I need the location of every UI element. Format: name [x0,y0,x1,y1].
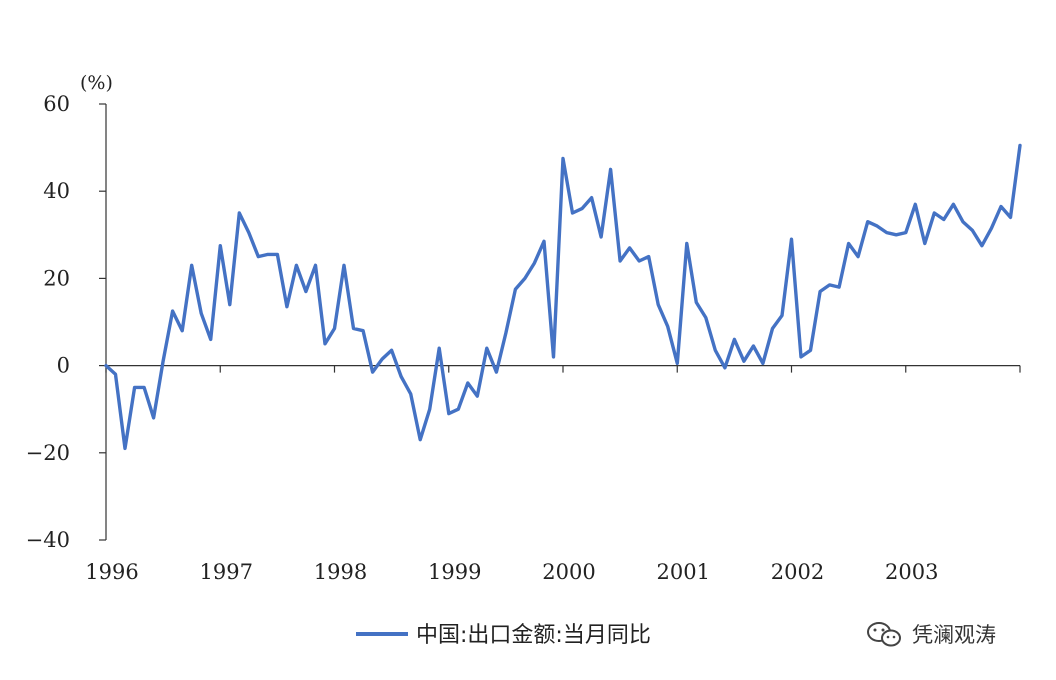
x-tick-label: 2000 [542,560,595,584]
series-line-0 [104,143,1022,451]
y-axis-ticks: 60 40 20 0 −20 −40 [26,92,106,552]
x-axis-ticks: 1996 1997 1998 1999 2000 2001 2002 2003 [85,365,1021,584]
y-tick-label: 60 [43,92,70,116]
y-tick-label: −40 [26,528,70,552]
watermark-text: 凭澜观涛 [912,623,996,647]
watermark: 凭澜观涛 [867,622,996,647]
y-tick-label: 0 [57,354,70,378]
x-tick-label: 2001 [657,560,710,584]
x-tick-label: 2003 [885,560,938,584]
legend: 中国:出口金额:当月同比 [356,623,651,648]
wechat-icon [867,622,901,647]
x-tick-label: 1997 [200,560,253,584]
y-tick-label: 40 [43,179,70,203]
x-tick-label: 1996 [85,560,138,584]
y-tick-label: −20 [26,441,70,465]
x-tick-label: 1999 [428,560,481,584]
x-tick-label: 2002 [771,560,824,584]
legend-label: 中国:出口金额:当月同比 [416,623,651,648]
x-tick-label: 1998 [314,560,367,584]
y-axis-unit-label: (%) [80,72,113,94]
series-layer [104,143,1022,451]
y-tick-label: 20 [43,266,70,290]
